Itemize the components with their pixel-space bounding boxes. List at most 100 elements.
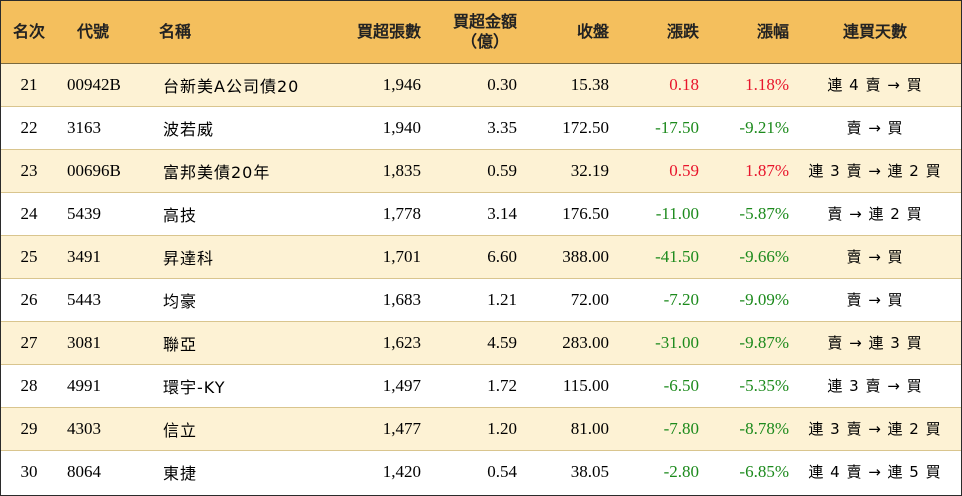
cell-name[interactable]: 高技 [163,205,198,225]
cell-net-buy-amount: 0.54 [487,461,517,481]
cell-net-buy-lots: 1,420 [382,461,421,481]
header-net-buy-amount-label: 買超金額 （億） [453,12,517,52]
cell-net-buy-amount: 0.30 [487,74,517,94]
cell-code: 5443 [67,289,101,309]
cell-code: 5439 [67,203,101,223]
cell-change-pct: -9.87% [739,332,789,352]
cell-code: 8064 [67,461,101,481]
cell-change-pct: -8.78% [739,418,789,438]
table-body: 21 00942B 台新美A公司債20 1,946 0.30 15.38 0.18 1.18%… [1,63,961,493]
cell-change-pct: 1.87% [745,160,789,180]
header-net-buy-lots[interactable]: 買超張數 [356,21,421,41]
table-row[interactable]: 23 00696B 富邦美債20年 1,835 0.59 32.19 0.59 1.87% 連 … [1,149,961,192]
cell-net-buy-amount: 6.60 [487,246,517,266]
cell-rank: 24 [20,203,38,223]
cell-rank: 26 [20,289,38,309]
cell-name[interactable]: 台新美A公司債20 [163,76,300,96]
cell-name[interactable]: 均豪 [163,291,198,311]
cell-change: -11.00 [655,203,699,223]
header-consecutive-buy-days[interactable]: 連買天數 [842,21,907,41]
header-net-buy-amount-line1: 買超金額 [452,11,517,31]
cell-close: 32.19 [570,160,609,180]
cell-net-buy-amount: 1.20 [487,418,517,438]
cell-rank: 27 [20,332,38,352]
cell-code: 3163 [67,117,101,137]
table-row[interactable]: 22 3163 波若威 1,940 3.35 172.50 -17.50 -9.21% 賣 → … [1,106,961,149]
cell-net-buy-lots: 1,940 [382,117,421,137]
cell-consecutive-buy-days: 賣 → 買 [846,291,904,309]
cell-net-buy-lots: 1,835 [382,160,421,180]
cell-close: 283.00 [562,332,609,352]
cell-rank: 29 [20,418,38,438]
table-row[interactable]: 26 5443 均豪 1,683 1.21 72.00 -7.20 -9.09% 賣 → 買 [1,278,961,321]
table-row[interactable]: 28 4991 環宇-KY 1,497 1.72 115.00 -6.50 -5.35% 連 3… [1,364,961,407]
cell-change: -17.50 [655,117,699,137]
header-change-pct[interactable]: 漲幅 [756,21,789,41]
cell-name[interactable]: 波若威 [163,119,215,139]
cell-consecutive-buy-days: 連 3 賣 → 買 [827,377,923,395]
cell-net-buy-lots: 1,477 [382,418,421,438]
cell-name[interactable]: 環宇-KY [163,377,226,397]
table-row[interactable]: 27 3081 聯亞 1,623 4.59 283.00 -31.00 -9.87% 賣 → 連… [1,321,961,364]
cell-change: -41.50 [655,246,699,266]
cell-rank: 25 [20,246,38,266]
cell-code: 00942B [67,74,121,94]
cell-close: 81.00 [570,418,609,438]
table-row[interactable]: 21 00942B 台新美A公司債20 1,946 0.30 15.38 0.18 1.18%… [1,63,961,106]
cell-name[interactable]: 富邦美債20年 [163,162,271,182]
cell-rank: 23 [20,160,38,180]
header-rank[interactable]: 名次 [12,21,45,41]
cell-code: 3081 [67,332,101,352]
cell-change-pct: -6.85% [739,461,789,481]
cell-close: 72.00 [570,289,609,309]
header-name[interactable]: 名稱 [159,21,192,41]
cell-close: 15.38 [570,74,609,94]
cell-name[interactable]: 東捷 [163,463,198,483]
cell-change-pct: -9.66% [739,246,789,266]
cell-name[interactable]: 聯亞 [163,334,198,354]
cell-consecutive-buy-days: 連 3 賣 → 連 2 買 [808,420,942,438]
cell-change-pct: -5.87% [739,203,789,223]
cell-net-buy-amount: 0.59 [487,160,517,180]
cell-change: -2.80 [663,461,699,481]
cell-change-pct: 1.18% [745,74,789,94]
cell-close: 38.05 [570,461,609,481]
cell-change: -31.00 [655,332,699,352]
table-row[interactable]: 29 4303 信立 1,477 1.20 81.00 -7.80 -8.78% 連 3 賣 →… [1,407,961,450]
cell-consecutive-buy-days: 連 4 賣 → 買 [827,76,923,94]
cell-consecutive-buy-days: 賣 → 連 3 買 [827,334,923,352]
header-code[interactable]: 代號 [77,21,110,41]
cell-rank: 22 [20,117,38,137]
cell-net-buy-lots: 1,497 [382,375,421,395]
cell-change: 0.18 [669,74,699,94]
cell-code: 00696B [67,160,121,180]
cell-rank: 21 [20,74,38,94]
header-net-buy-amount[interactable]: 買超金額 （億） [421,1,517,63]
table-row[interactable]: 30 8064 東捷 1,420 0.54 38.05 -2.80 -6.85% 連 4 賣 →… [1,450,961,493]
cell-net-buy-lots: 1,778 [382,203,421,223]
cell-net-buy-lots: 1,683 [382,289,421,309]
cell-rank: 30 [20,461,38,481]
cell-close: 388.00 [562,246,609,266]
cell-close: 176.50 [562,203,609,223]
cell-change: -7.20 [663,289,699,309]
cell-consecutive-buy-days: 連 3 賣 → 連 2 買 [808,162,942,180]
cell-code: 4991 [67,375,101,395]
table-row[interactable]: 25 3491 昇達科 1,701 6.60 388.00 -41.50 -9.66% 賣 → … [1,235,961,278]
table-row[interactable]: 24 5439 高技 1,778 3.14 176.50 -11.00 -5.87% 賣 → 連… [1,192,961,235]
cell-code: 4303 [67,418,101,438]
cell-close: 172.50 [562,117,609,137]
cell-name[interactable]: 昇達科 [163,248,215,268]
header-change[interactable]: 漲跌 [666,21,699,41]
header-close[interactable]: 收盤 [576,21,609,41]
cell-net-buy-lots: 1,623 [382,332,421,352]
cell-rank: 28 [20,375,38,395]
cell-consecutive-buy-days: 賣 → 買 [846,119,904,137]
cell-net-buy-lots: 1,701 [382,246,421,266]
cell-change-pct: -9.21% [739,117,789,137]
cell-net-buy-amount: 3.35 [487,117,517,137]
cell-name[interactable]: 信立 [163,420,198,440]
cell-net-buy-amount: 3.14 [487,203,517,223]
cell-consecutive-buy-days: 連 4 賣 → 連 5 買 [808,463,942,482]
